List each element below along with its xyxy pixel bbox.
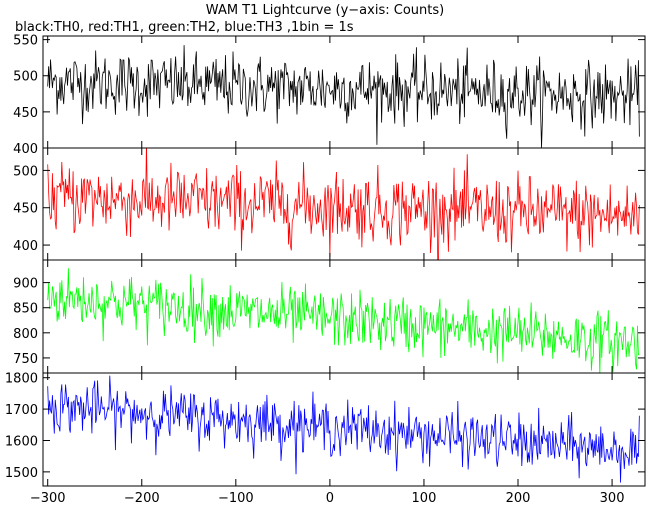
panel-frame — [42, 35, 646, 149]
x-tick-label: 300 — [600, 491, 625, 505]
panel-th3: 1500 1600 1700 1800 −300 −200 −100 0 100 200 300 — [5, 372, 646, 505]
y-tick-label: 1600 — [5, 434, 38, 449]
y-tick-label: 800 — [13, 327, 38, 342]
y-tick-label: 400 — [13, 142, 38, 157]
y-tick-label: 550 — [13, 34, 38, 49]
y-tick-label: 450 — [13, 106, 38, 121]
x-tick-label: −200 — [124, 491, 160, 505]
series-line-th1 — [47, 148, 640, 260]
x-tick-label: −300 — [30, 491, 66, 505]
x-tick-label: 200 — [506, 491, 531, 505]
chart-title: WAM T1 Lightcurve (y−axis: Counts) — [205, 3, 445, 18]
y-tick-label: 850 — [13, 302, 38, 317]
panel-frame — [42, 259, 646, 374]
y-tick-label: 750 — [13, 352, 38, 367]
panel-th0: 400 450 500 550 — [13, 34, 646, 157]
panel-th2: 750 800 850 900 — [13, 259, 646, 374]
x-tick-label: 0 — [326, 491, 334, 505]
y-tick-label: 1700 — [5, 403, 38, 418]
y-tick-label: 1500 — [5, 466, 38, 481]
y-tick-label: 500 — [13, 164, 38, 179]
series-line-th3 — [47, 375, 640, 483]
y-tick-label: 400 — [13, 239, 38, 254]
y-tick-label: 1800 — [5, 372, 38, 387]
y-tick-label: 500 — [13, 70, 38, 85]
y-tick-label: 900 — [13, 277, 38, 292]
y-tick-label: 450 — [13, 202, 38, 217]
series-line-th0 — [47, 45, 640, 148]
panel-frame — [42, 372, 646, 487]
chart-subtitle: black:TH0, red:TH1, green:TH2, blue:TH3 … — [15, 20, 354, 35]
panel-th1: 400 450 500 — [13, 147, 646, 261]
x-tick-label: 100 — [412, 491, 437, 505]
x-tick-label: −100 — [218, 491, 254, 505]
series-line-th2 — [47, 268, 640, 373]
